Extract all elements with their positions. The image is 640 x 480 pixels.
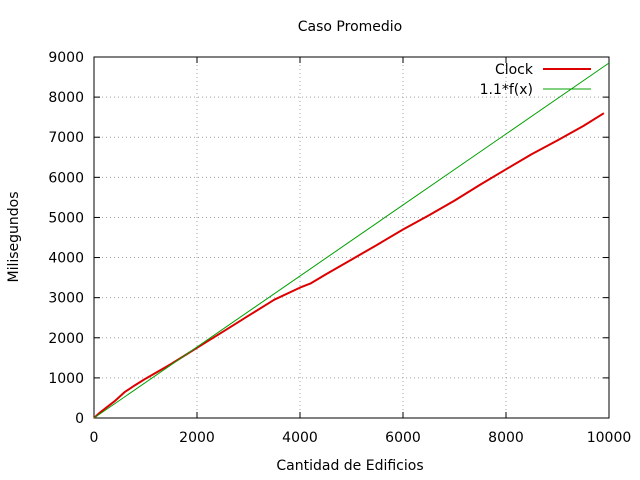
- ticks-layer: 0 2000 4000 6000 8000 10000 0 1000 2000 3000 4000 5…: [48, 50, 631, 446]
- y-tick-label: 3000: [48, 291, 84, 307]
- y-tick-label: 7000: [48, 130, 84, 146]
- plot-frame: [93, 56, 610, 419]
- chart-title: Caso Promedio: [298, 19, 402, 35]
- y-tick-label: 5000: [48, 210, 84, 226]
- y-axis-label: Milisegundos: [6, 191, 22, 282]
- y-tick-label: 4000: [48, 251, 84, 267]
- x-tick-label: 10000: [587, 430, 632, 446]
- y-tick-label: 9000: [48, 50, 84, 66]
- legend-label-fx: 1.1*f(x): [480, 82, 533, 98]
- x-tick-label: 4000: [282, 430, 318, 446]
- x-tick-label: 8000: [488, 430, 524, 446]
- x-tick-label: 0: [90, 430, 99, 446]
- x-axis-label: Cantidad de Edificios: [276, 458, 423, 474]
- series-line-clock: [93, 112, 605, 419]
- legend-label-clock: Clock: [495, 62, 534, 78]
- x-tick-label: 2000: [179, 430, 215, 446]
- y-tick-label: 0: [75, 411, 84, 427]
- y-tick-label: 2000: [48, 331, 84, 347]
- y-tick-label: 8000: [48, 90, 84, 106]
- legend: Clock 1.1*f(x): [480, 62, 591, 98]
- y-tick-label: 1000: [48, 371, 84, 387]
- series-layer: [93, 62, 610, 419]
- x-tick-label: 6000: [385, 430, 421, 446]
- grid-layer: [94, 57, 609, 418]
- series-line-fx: [93, 62, 610, 419]
- y-tick-label: 6000: [48, 170, 84, 186]
